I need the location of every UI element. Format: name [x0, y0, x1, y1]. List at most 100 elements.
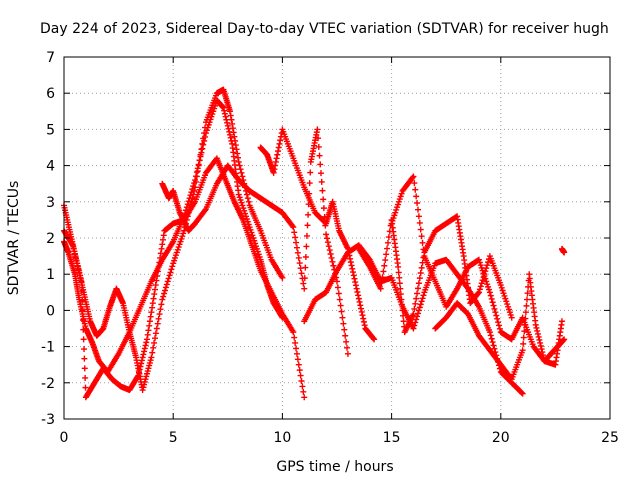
data-point	[518, 389, 525, 396]
data-point	[315, 135, 322, 142]
data-point	[307, 169, 314, 176]
data-point	[232, 142, 239, 149]
data-point	[69, 242, 76, 249]
data-point	[487, 332, 494, 339]
data-point	[382, 257, 389, 264]
data-point	[296, 367, 303, 374]
data-point	[302, 264, 309, 271]
data-point	[491, 305, 498, 312]
data-point	[532, 321, 539, 328]
data-point	[184, 201, 191, 208]
data-point	[294, 356, 301, 363]
data-point	[410, 311, 417, 318]
data-point	[256, 254, 263, 261]
data-point	[495, 319, 502, 326]
data-point	[201, 130, 208, 137]
data-point	[410, 173, 417, 180]
data-point	[153, 277, 160, 284]
data-point	[81, 346, 88, 353]
data-point	[152, 335, 158, 342]
data-point	[158, 301, 165, 308]
data-point	[508, 314, 515, 321]
data-point	[412, 186, 419, 193]
data-point	[154, 273, 161, 280]
data-point	[483, 278, 490, 285]
data-point	[505, 306, 512, 313]
data-point	[388, 220, 395, 227]
data-point	[191, 187, 198, 194]
data-point	[250, 235, 257, 241]
x-axis-label: GPS time / hours	[276, 459, 393, 475]
data-point	[172, 252, 179, 259]
data-point	[69, 241, 76, 248]
data-point	[164, 278, 171, 285]
data-point	[484, 262, 491, 269]
data-point	[493, 312, 500, 319]
data-point	[520, 334, 527, 341]
data-point	[317, 170, 324, 177]
data-point	[419, 239, 426, 246]
data-point	[413, 193, 420, 200]
data-point	[475, 256, 482, 263]
data-point	[156, 311, 163, 318]
data-point	[221, 107, 228, 114]
data-point	[293, 239, 300, 246]
y-tick-label: 0	[46, 303, 55, 319]
data-point	[413, 295, 420, 302]
data-point	[152, 286, 158, 293]
data-point	[317, 161, 324, 168]
data-point	[243, 191, 250, 198]
data-point	[205, 121, 212, 128]
data-point	[272, 158, 279, 165]
data-point	[235, 158, 242, 165]
data-point	[143, 339, 150, 346]
data-point	[477, 283, 484, 290]
data-point	[241, 207, 248, 214]
data-point	[501, 292, 508, 299]
data-point	[351, 275, 358, 282]
data-point	[502, 295, 509, 302]
data-point	[337, 302, 344, 309]
data-point	[384, 245, 391, 252]
data-point	[223, 116, 230, 123]
data-point	[415, 213, 422, 220]
data-point	[79, 317, 86, 324]
data-point	[277, 137, 284, 144]
data-point	[141, 348, 148, 355]
data-point	[160, 236, 167, 243]
data-point	[79, 297, 86, 304]
data-point	[361, 322, 368, 329]
data-point	[519, 390, 526, 397]
data-point	[79, 307, 86, 314]
data-point	[298, 270, 305, 277]
data-point	[195, 162, 202, 169]
data-point	[380, 268, 387, 275]
data-point	[412, 300, 419, 307]
data-point	[194, 168, 201, 175]
data-point	[146, 322, 153, 329]
data-point	[75, 266, 82, 273]
data-point	[519, 347, 526, 354]
data-point	[349, 265, 356, 272]
data-point	[139, 354, 146, 361]
data-point	[486, 289, 493, 296]
data-point	[488, 295, 495, 302]
data-point	[157, 254, 164, 261]
data-point	[381, 262, 388, 269]
data-point	[147, 313, 154, 320]
y-tick-label: 1	[46, 267, 55, 283]
data-point	[534, 330, 541, 337]
data-point	[271, 166, 278, 173]
data-point	[180, 230, 187, 237]
data-point	[157, 250, 164, 257]
data-point	[301, 275, 308, 282]
data-point	[81, 355, 88, 362]
data-point	[138, 357, 145, 364]
data-point	[173, 249, 180, 256]
data-point	[484, 281, 491, 288]
data-point	[390, 215, 397, 222]
data-point	[228, 116, 235, 123]
data-point	[325, 243, 332, 250]
data-point	[535, 333, 542, 340]
data-point	[360, 318, 367, 325]
